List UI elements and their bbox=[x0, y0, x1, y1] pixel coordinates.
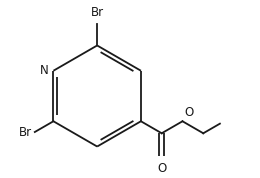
Text: Br: Br bbox=[90, 6, 104, 19]
Text: N: N bbox=[40, 64, 49, 77]
Text: O: O bbox=[185, 106, 194, 119]
Text: O: O bbox=[157, 162, 166, 175]
Text: Br: Br bbox=[19, 125, 32, 138]
